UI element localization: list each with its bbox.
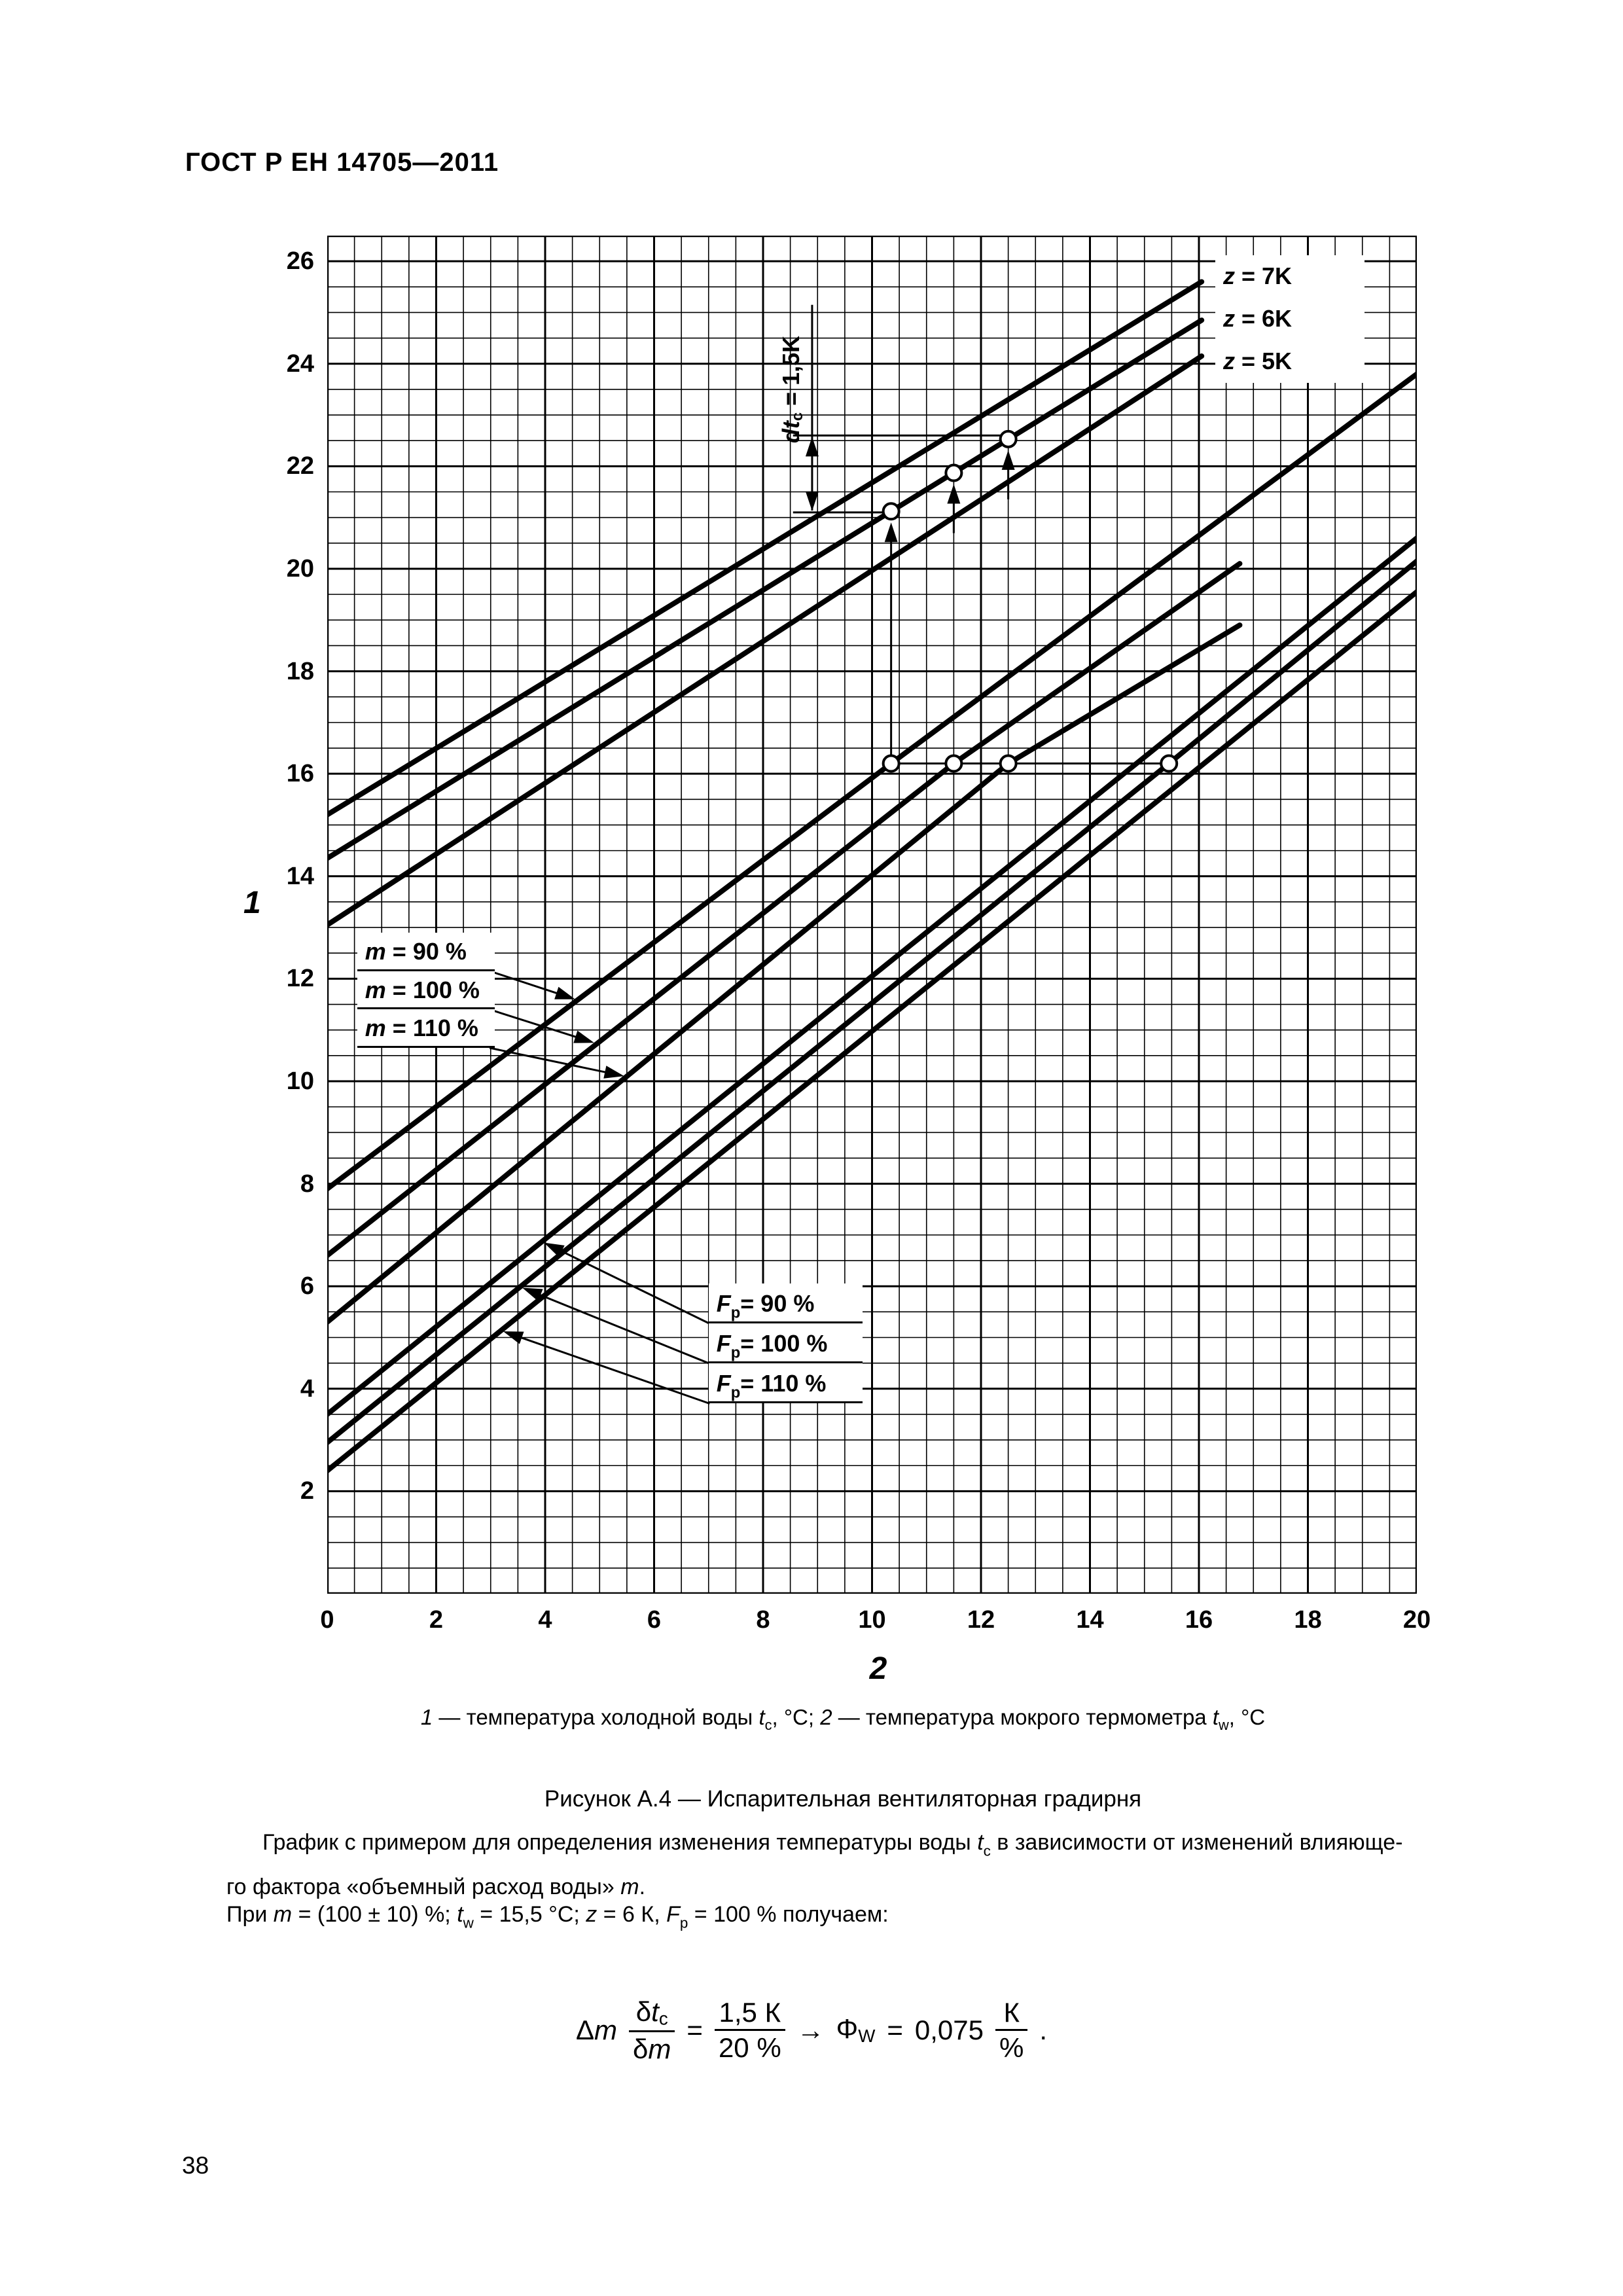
chart-canvas [327,236,1417,1594]
label-leader-line [489,1008,579,1039]
formula-fraction-units: К % [995,1997,1028,2063]
series-line-z5 [327,353,1205,928]
label-leader-line [518,1336,710,1405]
series-line-m100 [327,561,1243,1259]
arrowhead [805,491,819,511]
arrowhead [603,1066,624,1079]
fp-label-1: Fp= 100 % [708,1323,863,1364]
example-point-marker [944,463,963,482]
y-tick-label: 4 [300,1374,314,1403]
z-label-2: z = 5K [1222,347,1293,374]
series-line-fp110 [327,589,1417,1474]
label-leader-line [489,1047,608,1074]
arrowhead [573,1030,594,1043]
formula-equals: = [687,2014,703,2045]
x-tick-label: 16 [1185,1606,1213,1634]
label-leader-line [559,1249,711,1325]
figure-caption: 1 — температура холодной воды tc, °С; 2 … [420,1705,1266,1733]
y-tick-label: 22 [286,452,314,480]
m-label-2: m = 110 % [357,1009,495,1049]
example-point-marker [882,502,901,521]
chart-plot-area [327,236,1417,1594]
y-tick-label: 2 [300,1477,314,1505]
formula-period: . [1039,2014,1048,2045]
x-tick-label: 8 [756,1606,770,1634]
arrowhead [884,522,898,543]
x-tick-label: 2 [429,1606,444,1634]
y-tick-label: 8 [300,1170,314,1198]
m-labels-box: m = 90 % m = 100 % m = 110 % [357,932,495,1049]
arrowhead [544,1242,565,1257]
series-line-z6 [327,317,1205,861]
dimension-label: dtc = 1,5K [777,335,806,444]
formula-fraction-values: 1,5 К 20 % [714,1997,785,2063]
caption-item2-number: 2 [820,1705,832,1729]
x-tick-label: 20 [1402,1606,1431,1634]
example-point-marker [999,754,1018,773]
label-leader-line [537,1293,710,1365]
m-label-0: m = 90 % [357,933,495,971]
arrowhead [805,437,819,457]
y-tick-label: 12 [286,965,314,993]
y-tick-label: 10 [286,1067,314,1095]
z-label-0: z = 7K [1222,262,1293,289]
x-tick-label: 10 [858,1606,886,1634]
y-tick-label: 14 [286,862,314,890]
example-point-marker [882,754,901,773]
x-axis-label: 2 [869,1651,887,1686]
arrowhead [1001,450,1015,470]
example-point-marker [1160,754,1179,773]
formula-result-value: 0,075 [914,2014,984,2045]
series-line-fp90 [327,535,1417,1417]
y-axis-label: 1 [243,886,261,920]
fp-label-0: Fp= 90 % [708,1283,863,1324]
y-tick-label: 24 [286,350,314,378]
y-tick-label: 18 [286,657,314,685]
arrowhead [522,1287,543,1302]
x-tick-label: 18 [1294,1606,1322,1634]
formula-arrow: → [796,2014,825,2045]
y-tick-label: 26 [286,247,314,276]
example-formula: Δm δtc δm = 1,5 К 20 % → ΦW = 0,075 К % … [164,1996,1459,2064]
arrowhead [503,1331,524,1344]
formula-equals-2: = [887,2014,903,2045]
z-label-1: z = 6K [1222,304,1293,332]
x-tick-label: 6 [647,1606,662,1634]
y-tick-label: 20 [286,554,314,583]
y-tick-label: 16 [286,760,314,788]
page-header: ГОСТ Р ЕН 14705—2011 [185,148,499,177]
x-tick-label: 4 [538,1606,552,1634]
page-number: 38 [182,2152,209,2179]
z-labels-box: z = 7K z = 6K z = 5K [1215,255,1364,383]
arrowhead [554,986,575,999]
series-line-z7 [327,279,1205,817]
x-tick-label: 12 [967,1606,995,1634]
body-paragraph-2: При m = (100 ± 10) %; tw = 15,5 °С; z = … [226,1902,889,1931]
fp-labels-box: Fp= 90 % Fp= 100 % Fp= 110 % [708,1283,863,1404]
body-paragraph-1: График с примером для определения измене… [226,1830,1403,1899]
fp-label-2: Fp= 110 % [708,1363,863,1404]
x-tick-label: 14 [1076,1606,1104,1634]
example-point-marker [999,429,1018,448]
m-label-1: m = 100 % [357,971,495,1010]
formula-fraction-dtc-dm: δtc δm [629,1996,675,2064]
example-point-marker [944,754,963,773]
label-leader-line [489,970,560,995]
figure-title: Рисунок А.4 — Испарительная вентиляторна… [544,1786,1142,1812]
formula-delta-m: Δm [575,2014,618,2045]
arrowhead [947,484,961,504]
caption-item1-number: 1 [420,1705,433,1729]
x-tick-label: 0 [320,1606,334,1634]
formula-phi: ΦW [836,2013,876,2047]
y-tick-label: 6 [300,1272,314,1300]
